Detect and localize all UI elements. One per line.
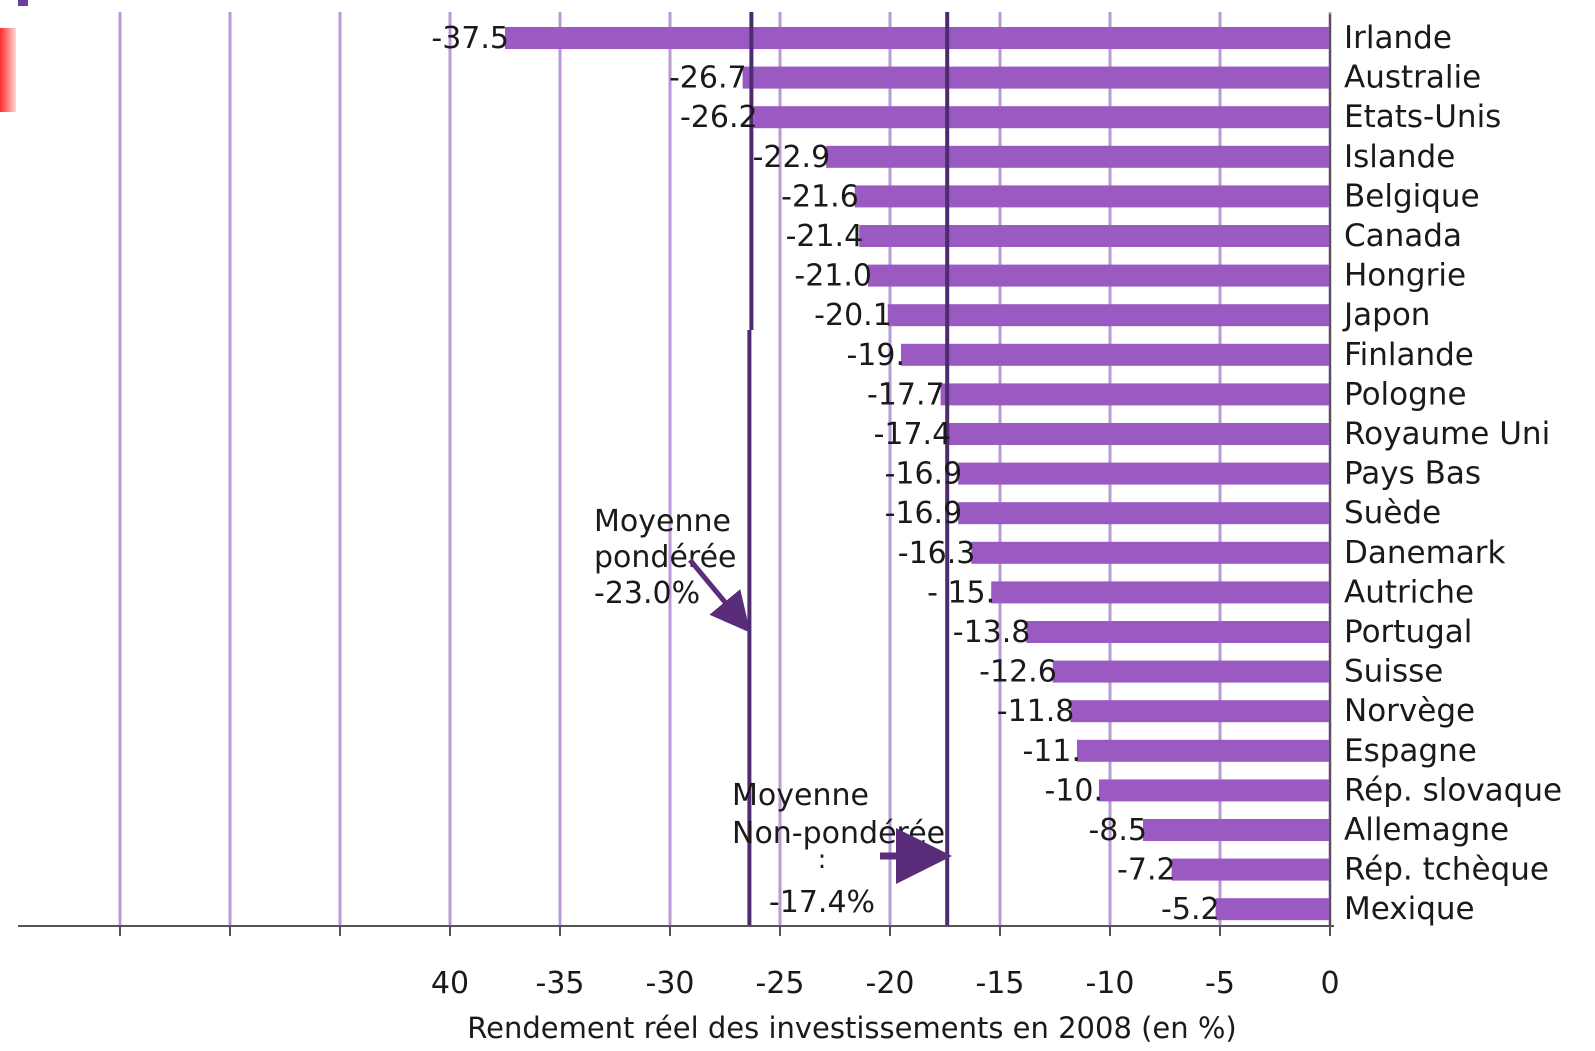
unweighted-mean-label: Moyenne Non-pondérée [732,778,945,851]
category-label-11: Pays Bas [1344,456,1481,492]
bar-9 [940,383,1330,406]
category-label-15: Portugal [1344,614,1472,650]
bar-12 [958,502,1330,525]
value-label-3: -22.9 [753,140,831,175]
value-label-12: -16.9 [885,496,963,531]
category-label-9: Pologne [1344,376,1467,412]
value-label-15: -13.8 [953,615,1031,650]
value-label-7: -20.1 [814,298,892,333]
bar-1 [742,66,1330,89]
value-label-19: -10. [1044,773,1103,808]
value-label-6: -21.0 [794,259,872,294]
bar-2 [753,106,1330,129]
x-axis [18,14,1334,936]
category-label-18: Espagne [1344,733,1477,769]
value-label-18: -11. [1022,734,1081,769]
x-tick-labels: 40 -35 -30 -25 -20 -15 -10 -5 0 [431,966,1340,1001]
value-label-21: -7.2 [1117,853,1176,888]
category-label-5: Canada [1344,218,1462,254]
annotations: Moyenne pondérée -23.0%Moyenne Non-pondérée… [594,504,952,920]
category-label-2: Etats-Unis [1344,99,1501,135]
bar-3 [826,145,1330,168]
x-tick-label-0: 40 [431,966,469,1001]
category-label-20: Allemagne [1344,812,1509,848]
x-tick-label-8: 0 [1320,966,1339,1001]
value-label-17: -11.8 [997,694,1075,729]
bar-13 [971,541,1330,564]
bar-15 [1026,621,1330,643]
weighted-mean-arrow-icon [688,558,751,633]
x-tick-label-4: -20 [866,966,915,1001]
bar-14 [991,581,1330,604]
x-axis-label: Rendement réel des investissements en 20… [467,1011,1237,1045]
weighted-mean-label-line-1: pondérée [594,540,737,575]
value-label-9: -17.7 [867,377,945,412]
category-label-12: Suède [1344,495,1441,531]
weighted-mean-label: Moyenne pondérée -23.0% [594,504,737,611]
purple-corner-bar [18,0,28,6]
bar-10 [947,423,1330,445]
x-tick-label-3: -25 [756,966,805,1001]
category-label-7: Japon [1342,297,1430,333]
value-label-0: -37.5 [431,21,509,56]
value-label-13: -16.3 [898,536,976,571]
category-label-17: Norvège [1344,693,1475,729]
value-label-11: -16.9 [885,457,963,492]
unweighted-mean-label-line-0: Moyenne [732,778,869,813]
category-label-10: Royaume Uni [1344,416,1550,452]
bar-5 [859,225,1330,247]
category-label-19: Rép. slovaque [1344,772,1562,808]
bar-16 [1052,660,1330,683]
category-label-21: Rép. tchèque [1344,852,1549,888]
bar-8 [901,343,1330,366]
bars [505,27,1330,921]
bar-6 [868,264,1330,287]
value-label-4: -21.6 [781,179,859,214]
value-label-22: -5.2 [1161,892,1220,927]
category-label-0: Irlande [1344,20,1452,56]
bar-4 [854,185,1330,208]
value-labels: -37.5 -26.7 -26.2 -22.9 -21.6 -21.4 -21.0 -20.1… [431,21,1219,927]
unweighted-mean-label-line-1: Non-pondérée [732,816,945,851]
x-tick-label-2: -30 [646,966,695,1001]
bar-20 [1143,819,1330,841]
value-label-1: -26.7 [669,61,747,96]
weighted-mean-label-line-0: Moyenne [594,504,731,539]
unweighted-mean-colon: : [818,845,827,875]
unweighted-mean-value: -17.4% [769,885,875,920]
value-label-14: - 15. [927,575,995,610]
value-label-8: -19. [846,338,905,373]
value-label-5: -21.4 [786,219,864,254]
category-label-22: Mexique [1344,891,1475,927]
x-tick-label-7: -5 [1205,966,1235,1001]
bar-18 [1077,739,1330,762]
red-corner-mark [0,28,16,112]
x-tick-label-5: -15 [976,966,1025,1001]
bar-7 [887,304,1330,327]
category-label-14: Autriche [1344,574,1474,610]
category-label-13: Danemark [1344,535,1506,571]
category-label-1: Australie [1344,60,1481,96]
bar-17 [1070,700,1330,723]
category-label-6: Hongrie [1344,258,1466,294]
value-label-10: -17.4 [874,417,952,452]
x-tick-label-6: -10 [1086,966,1135,1001]
value-label-16: -12.6 [979,655,1057,690]
weighted-mean-label-line-2: -23.0% [594,576,700,611]
bar-22 [1215,898,1330,921]
bar-11 [958,462,1330,485]
bar-21 [1171,858,1330,881]
bar-0 [505,27,1330,49]
category-label-3: Islande [1344,139,1455,175]
x-tick-label-1: -35 [536,966,585,1001]
category-label-4: Belgique [1344,178,1480,214]
bar-19 [1099,779,1330,802]
category-label-16: Suisse [1344,654,1443,690]
value-label-20: -8.5 [1088,813,1147,848]
value-label-2: -26.2 [680,100,758,135]
category-label-8: Finlande [1344,337,1474,373]
